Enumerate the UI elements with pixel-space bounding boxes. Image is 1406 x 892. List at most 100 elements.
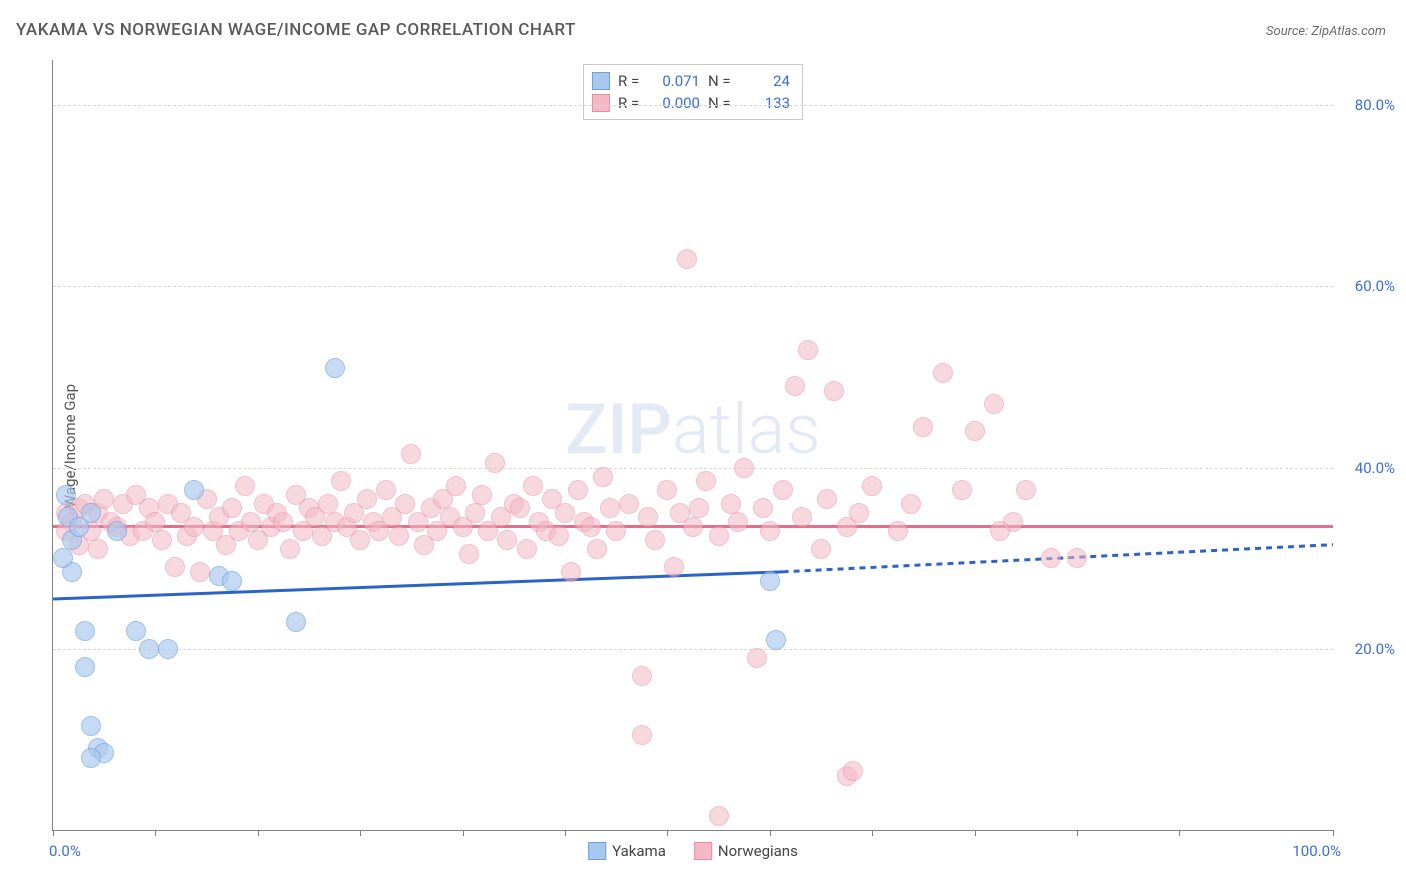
norwegians-point bbox=[318, 494, 338, 514]
norwegians-point bbox=[913, 417, 933, 437]
n-label: N = bbox=[708, 70, 736, 92]
norwegians-point bbox=[485, 453, 505, 473]
yakama-point bbox=[222, 571, 242, 591]
norwegians-point bbox=[734, 458, 754, 478]
norwegians-point bbox=[465, 503, 485, 523]
norwegians-point bbox=[549, 526, 569, 546]
x-tick-mark bbox=[872, 830, 873, 836]
norwegians-point bbox=[760, 521, 780, 541]
norwegians-point bbox=[990, 521, 1010, 541]
norwegians-point bbox=[862, 476, 882, 496]
norwegians-point bbox=[888, 521, 908, 541]
norwegians-point bbox=[472, 485, 492, 505]
norwegians-point bbox=[581, 517, 601, 537]
chart-title: YAKAMA VS NORWEGIAN WAGE/INCOME GAP CORR… bbox=[16, 20, 576, 40]
x-tick-mark bbox=[770, 830, 771, 836]
r-value: 0.000 bbox=[654, 92, 700, 114]
norwegians-point bbox=[222, 498, 242, 518]
x-tick-mark bbox=[667, 830, 668, 836]
norwegians-point bbox=[376, 480, 396, 500]
legend-item: Yakama bbox=[588, 842, 666, 860]
norwegians-point bbox=[241, 512, 261, 532]
norwegians-point bbox=[709, 806, 729, 826]
norwegians-point bbox=[1067, 548, 1087, 568]
y-tick-label: 80.0% bbox=[1340, 96, 1395, 114]
r-value: 0.071 bbox=[654, 70, 700, 92]
yakama-point bbox=[766, 630, 786, 650]
legend-label: Norwegians bbox=[718, 842, 798, 860]
norwegians-point bbox=[709, 526, 729, 546]
correlation-stats-box: R =0.071N =24R =0.000N =133 bbox=[583, 64, 803, 120]
norwegians-point bbox=[696, 471, 716, 491]
yakama-point bbox=[56, 485, 76, 505]
yakama-point bbox=[81, 503, 101, 523]
norwegians-point bbox=[331, 471, 351, 491]
norwegians-point bbox=[933, 363, 953, 383]
norwegians-point bbox=[190, 562, 210, 582]
norwegians-point bbox=[817, 489, 837, 509]
norwegians-point bbox=[184, 517, 204, 537]
gridline bbox=[53, 286, 1333, 287]
yakama-point bbox=[139, 639, 159, 659]
n-label: N = bbox=[708, 92, 736, 114]
norwegians-point bbox=[497, 530, 517, 550]
norwegians-point bbox=[677, 249, 697, 269]
x-tick-mark bbox=[565, 830, 566, 836]
x-tick-mark bbox=[155, 830, 156, 836]
norwegians-point bbox=[357, 489, 377, 509]
yakama-point bbox=[81, 748, 101, 768]
x-tick-mark bbox=[975, 830, 976, 836]
r-label: R = bbox=[618, 70, 646, 92]
norwegians-point bbox=[165, 557, 185, 577]
norwegians-point bbox=[273, 512, 293, 532]
yakama-point bbox=[75, 657, 95, 677]
legend-label: Yakama bbox=[612, 842, 666, 860]
norwegians-point bbox=[593, 467, 613, 487]
y-tick-label: 40.0% bbox=[1340, 459, 1395, 477]
yakama-point bbox=[107, 521, 127, 541]
yakama-point bbox=[325, 358, 345, 378]
series-swatch bbox=[592, 72, 610, 90]
norwegians-point bbox=[753, 498, 773, 518]
series-swatch bbox=[592, 94, 610, 112]
norwegians-point bbox=[632, 725, 652, 745]
norwegians-point bbox=[600, 498, 620, 518]
norwegians-point bbox=[561, 562, 581, 582]
x-tick-mark bbox=[360, 830, 361, 836]
norwegians-point bbox=[523, 476, 543, 496]
norwegians-point bbox=[728, 512, 748, 532]
norwegians-point bbox=[401, 444, 421, 464]
yakama-point bbox=[158, 639, 178, 659]
source-label: Source: ZipAtlas.com bbox=[1266, 24, 1386, 39]
norwegians-point bbox=[843, 761, 863, 781]
norwegians-point bbox=[152, 530, 172, 550]
norwegians-point bbox=[555, 503, 575, 523]
norwegians-point bbox=[785, 376, 805, 396]
norwegians-point bbox=[632, 666, 652, 686]
norwegians-point bbox=[952, 480, 972, 500]
norwegians-point bbox=[1016, 480, 1036, 500]
norwegians-point bbox=[901, 494, 921, 514]
watermark-bold: ZIP bbox=[565, 389, 672, 471]
stat-row: R =0.071N =24 bbox=[592, 70, 790, 92]
scatter-plot: ZIPatlas R =0.071N =24R =0.000N =133 Yak… bbox=[52, 60, 1333, 831]
norwegians-point bbox=[798, 340, 818, 360]
norwegians-point bbox=[389, 526, 409, 546]
norwegians-point bbox=[517, 539, 537, 559]
y-tick-label: 60.0% bbox=[1340, 277, 1395, 295]
norwegians-point bbox=[395, 494, 415, 514]
x-tick-mark bbox=[258, 830, 259, 836]
r-label: R = bbox=[618, 92, 646, 114]
norwegians-point bbox=[280, 539, 300, 559]
norwegians-point bbox=[965, 421, 985, 441]
norwegians-point bbox=[88, 539, 108, 559]
trendlines-layer bbox=[53, 60, 1333, 830]
norwegians-point bbox=[792, 507, 812, 527]
watermark: ZIPatlas bbox=[565, 389, 821, 471]
norwegians-point bbox=[689, 498, 709, 518]
yakama-point bbox=[184, 480, 204, 500]
norwegians-point bbox=[664, 557, 684, 577]
norwegians-point bbox=[145, 512, 165, 532]
yakama-point bbox=[286, 612, 306, 632]
norwegians-point bbox=[849, 503, 869, 523]
